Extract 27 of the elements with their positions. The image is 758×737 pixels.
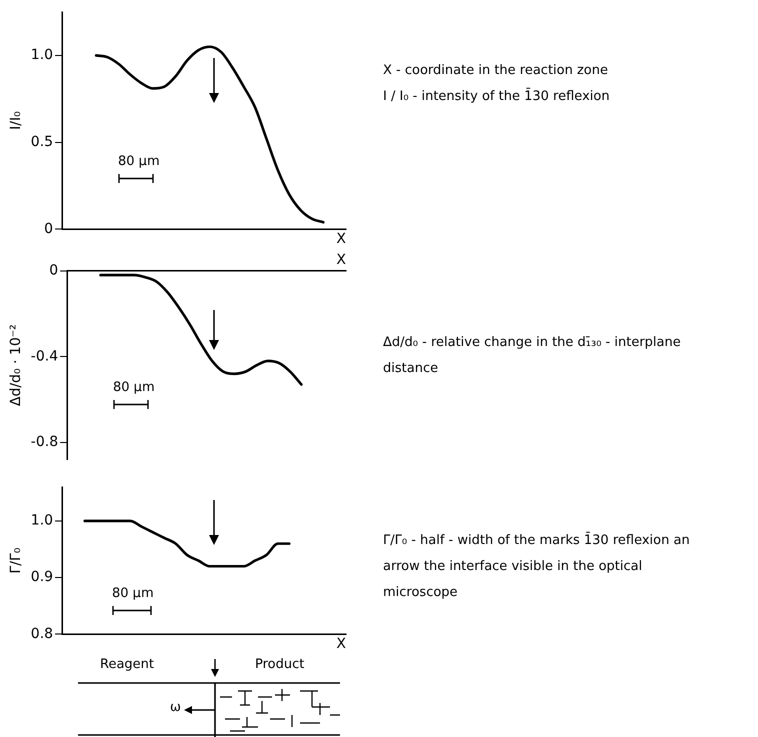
y-axis-title: Δd/d₀ · 10⁻² <box>8 324 24 406</box>
text: I / I₀ - intensity of the 1̄30 reflexion <box>383 88 611 106</box>
text: Reagent <box>100 657 154 672</box>
annotation: 80 µm <box>118 154 160 169</box>
line-series <box>94 45 325 224</box>
y-axis-title: Γ/Γ₀ <box>8 547 24 574</box>
y-tick-label: 0.8 <box>30 626 54 642</box>
x-axis-title: X <box>336 636 346 652</box>
y-tick-label: 0.9 <box>30 569 54 586</box>
x-axis-title: X <box>336 252 346 268</box>
text: Γ/Γ₀ - half - width of the marks 1̄30 reflexion an arrow the interface visible in the optical microscope <box>383 532 691 602</box>
text: Δd/d₀ - relative change in the d₁̄₃₀ - interplane distance <box>383 334 682 378</box>
y-axis-title: I/I₀ <box>8 110 24 130</box>
text: Product <box>255 657 304 672</box>
annotation: 80 µm <box>113 380 155 395</box>
annotation: 80 µm <box>112 586 154 601</box>
y-tick-label: 0.5 <box>30 134 54 150</box>
line-series <box>83 520 291 568</box>
y-tick-label: -0.8 <box>30 434 58 450</box>
y-tick-label: -0.4 <box>30 348 58 364</box>
y-tick-label: 0 <box>49 262 58 278</box>
text: ω <box>170 700 181 715</box>
text: X - coordinate in the reaction zone <box>383 62 609 80</box>
x-axis-title: X <box>336 231 346 248</box>
y-tick-label: 0 <box>44 220 54 237</box>
y-tick-label: 1.0 <box>30 512 54 529</box>
y-tick-label: 1.0 <box>30 47 54 64</box>
